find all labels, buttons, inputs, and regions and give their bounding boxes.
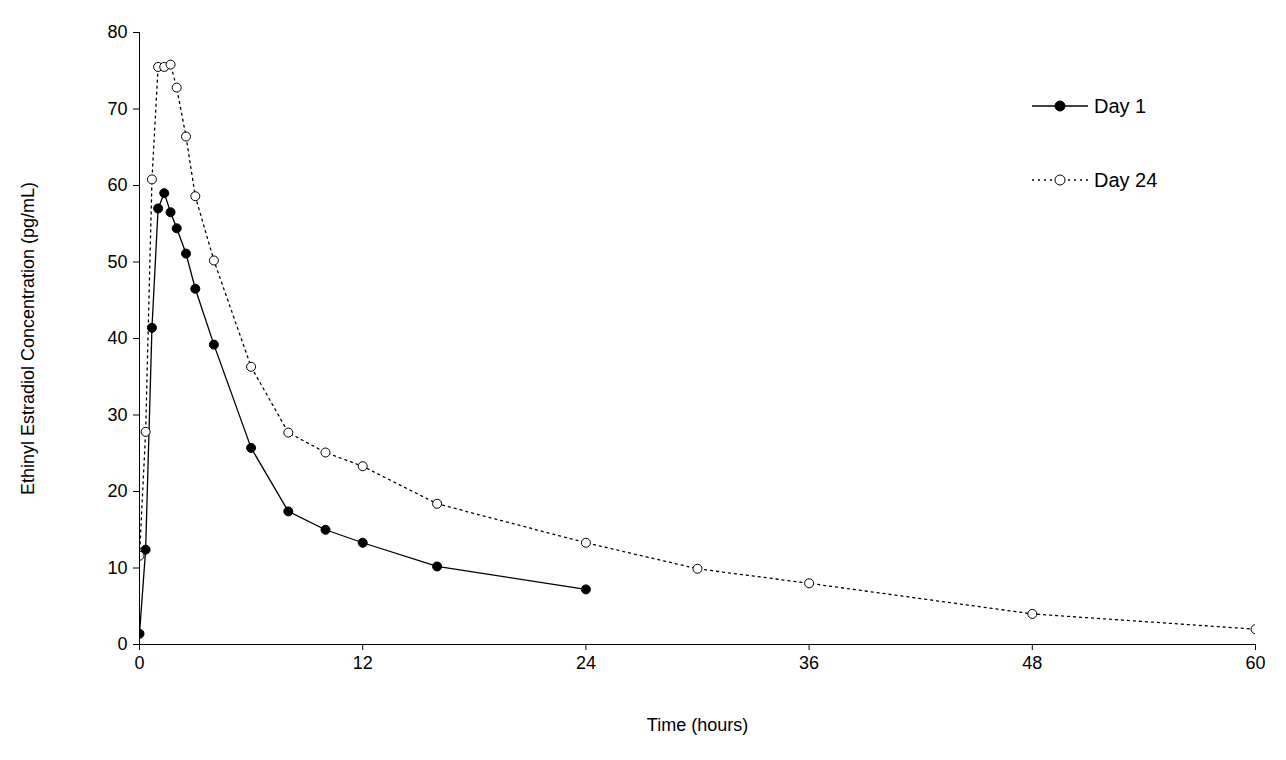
svg-text:10: 10 — [107, 558, 127, 578]
svg-text:48: 48 — [1022, 653, 1042, 673]
svg-text:30: 30 — [107, 405, 127, 425]
svg-text:36: 36 — [799, 653, 819, 673]
svg-text:50: 50 — [107, 252, 127, 272]
svg-text:80: 80 — [107, 22, 127, 42]
svg-text:Ethinyl Estradiol Concentratio: Ethinyl Estradiol Concentration (pg/mL) — [18, 182, 38, 495]
svg-text:0: 0 — [134, 653, 144, 673]
svg-text:40: 40 — [107, 328, 127, 348]
svg-text:20: 20 — [107, 481, 127, 501]
svg-text:60: 60 — [107, 175, 127, 195]
svg-text:12: 12 — [353, 653, 373, 673]
svg-text:Time (hours): Time (hours) — [647, 715, 748, 735]
svg-text:60: 60 — [1245, 653, 1265, 673]
svg-text:0: 0 — [117, 634, 127, 654]
svg-text:70: 70 — [107, 99, 127, 119]
svg-text:24: 24 — [576, 653, 596, 673]
html-text:Day 24: Day 24 — [1094, 168, 1158, 191]
html-text:Day 1: Day 1 — [1094, 94, 1147, 117]
